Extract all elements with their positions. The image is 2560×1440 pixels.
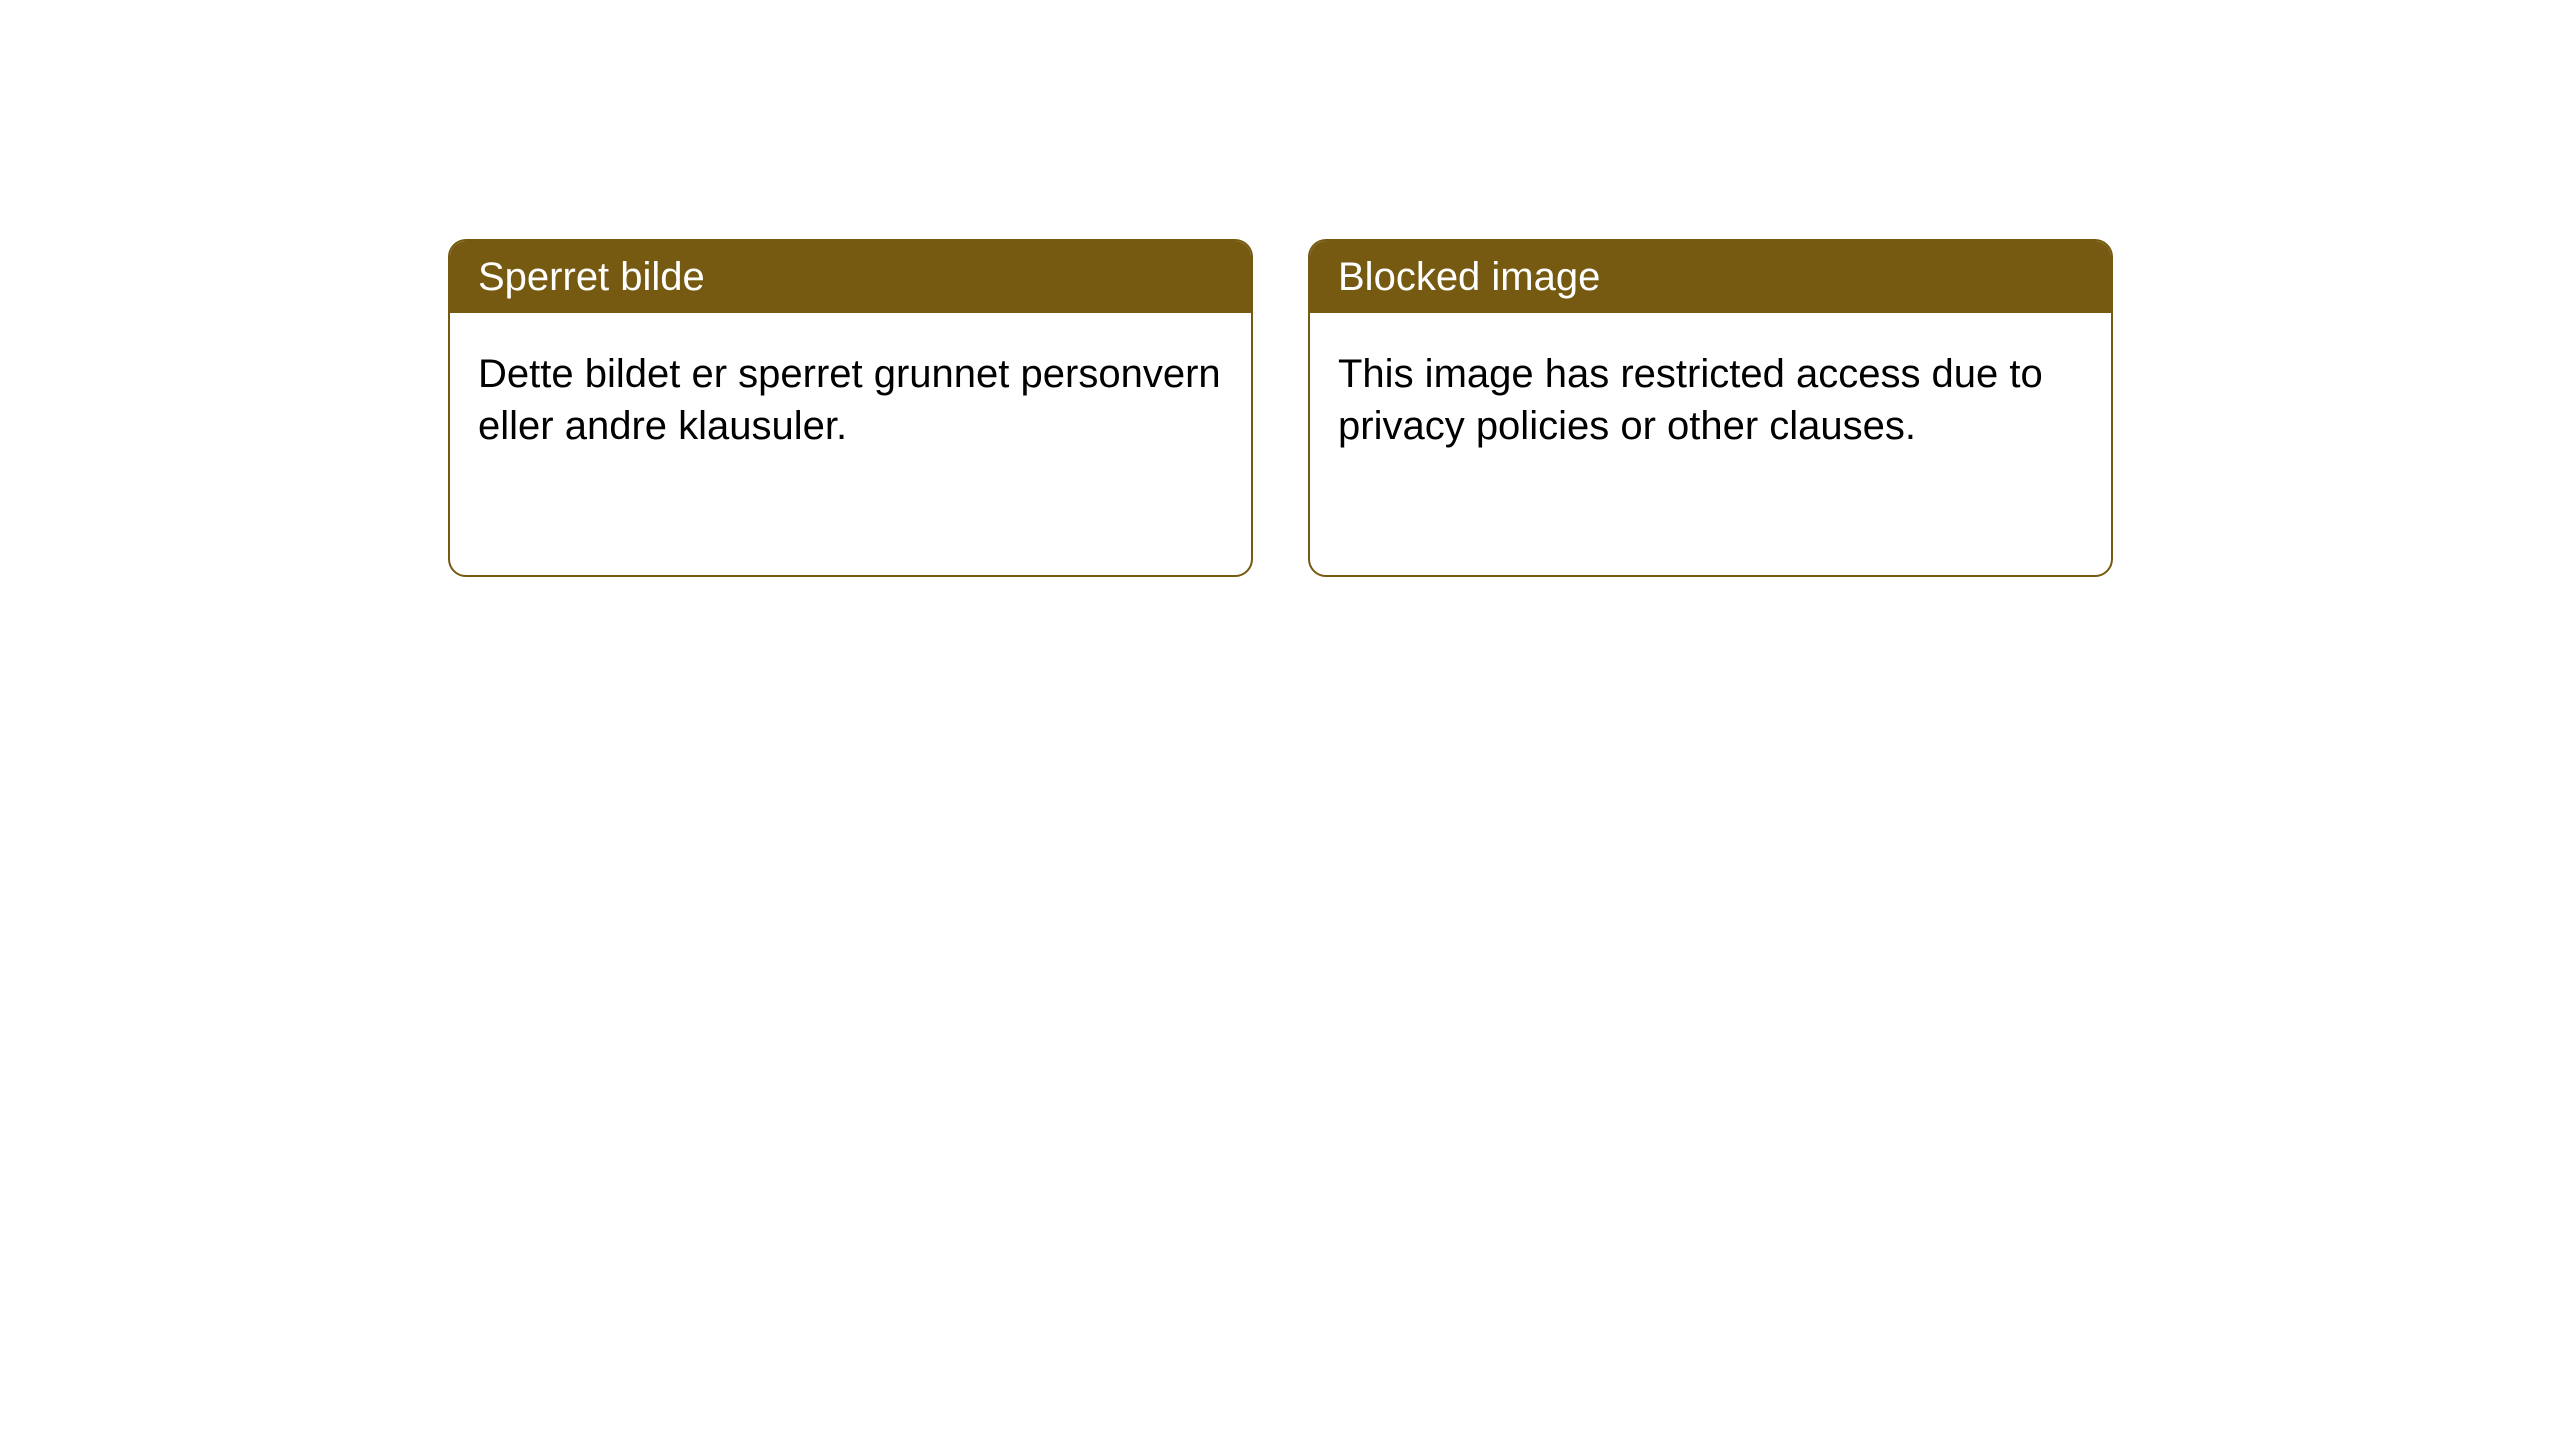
card-body: Dette bildet er sperret grunnet personve… <box>450 313 1251 487</box>
card-body-text: Dette bildet er sperret grunnet personve… <box>478 352 1221 448</box>
blocked-image-card-en: Blocked image This image has restricted … <box>1308 239 2113 577</box>
card-header: Sperret bilde <box>450 241 1251 313</box>
card-title: Sperret bilde <box>478 255 705 299</box>
card-body: This image has restricted access due to … <box>1310 313 2111 487</box>
card-title: Blocked image <box>1338 255 1600 299</box>
card-body-text: This image has restricted access due to … <box>1338 352 2043 448</box>
card-header: Blocked image <box>1310 241 2111 313</box>
blocked-image-card-no: Sperret bilde Dette bildet er sperret gr… <box>448 239 1253 577</box>
card-container: Sperret bilde Dette bildet er sperret gr… <box>0 0 2560 577</box>
